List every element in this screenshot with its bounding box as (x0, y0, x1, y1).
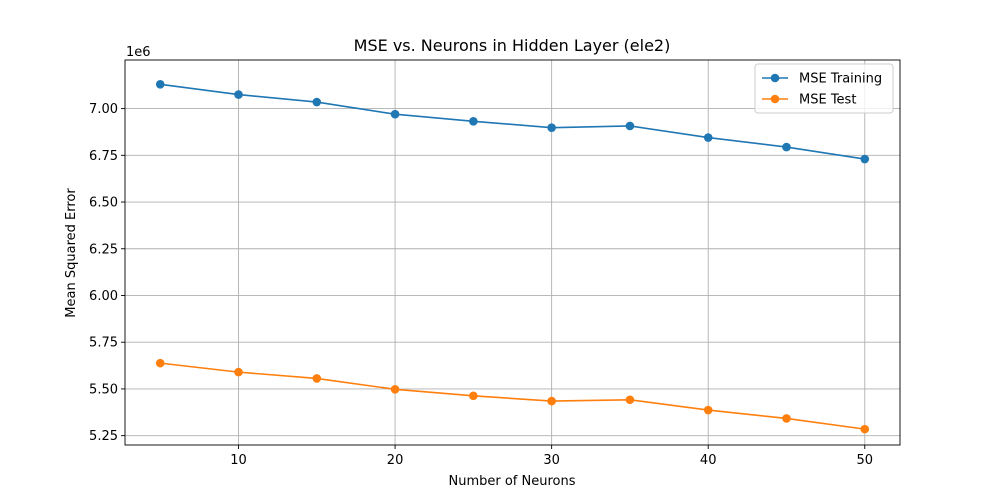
y-axis-label: Mean Squared Error (64, 188, 79, 318)
data-point-mse-test (155, 358, 165, 368)
x-tick-label: 10 (230, 453, 247, 468)
data-point-mse-test (625, 395, 635, 405)
y-tick-label: 6.00 (89, 289, 118, 304)
data-point-mse-test (312, 374, 322, 383)
data-point-mse-training (860, 154, 870, 164)
plot-area (125, 60, 900, 445)
data-point-mse-test (469, 391, 478, 401)
data-point-mse-training (469, 117, 478, 126)
data-point-mse-test (547, 396, 556, 406)
data-point-mse-training (390, 109, 400, 119)
legend: MSE Training MSE Test (754, 63, 894, 114)
series-line-mse-test (160, 362, 865, 430)
y-axis-offset-label: 1e6 (126, 45, 151, 60)
data-point-mse-training (234, 90, 243, 99)
x-tick-label: 50 (856, 453, 873, 468)
y-tick-label: 7.00 (89, 102, 118, 117)
y-tick-label: 6.50 (89, 196, 118, 211)
series-layer (155, 79, 870, 434)
y-tick-label: 6.75 (89, 149, 118, 164)
y-tick-label: 5.50 (89, 382, 118, 397)
x-tick-label: 40 (700, 453, 717, 468)
axis-ticks: 10 20 30 40 50 5.25 5.50 5.75 6.00 6.25 6.50 6.75 7.… (89, 102, 873, 468)
data-point-mse-training (547, 123, 556, 132)
data-point-mse-training (782, 142, 791, 152)
legend-marker-mse-test (770, 94, 780, 104)
x-tick-label: 30 (543, 453, 560, 468)
legend-box (754, 63, 894, 114)
data-point-mse-training (625, 121, 635, 131)
x-axis-label: Number of Neurons (448, 474, 575, 489)
data-point-mse-test (860, 424, 870, 434)
chart-title: MSE vs. Neurons in Hidden Layer (ele2) (354, 36, 671, 55)
data-point-mse-training (312, 97, 322, 107)
x-tick-label: 20 (387, 453, 404, 468)
series-line-mse-training (160, 83, 865, 160)
y-tick-label: 5.75 (89, 336, 118, 351)
data-point-mse-test (703, 405, 713, 415)
data-point-mse-test (390, 385, 400, 394)
plot-frame (124, 59, 901, 446)
data-point-mse-training (155, 79, 165, 89)
y-tick-label: 5.25 (89, 429, 118, 444)
legend-marker-mse-training (770, 73, 780, 83)
data-point-mse-test (234, 367, 243, 377)
data-point-mse-training (703, 133, 713, 142)
legend-label-mse-training: MSE Training (799, 72, 882, 87)
legend-label-mse-test: MSE Test (799, 93, 856, 108)
data-point-mse-test (782, 414, 791, 423)
y-tick-label: 6.25 (89, 242, 118, 257)
